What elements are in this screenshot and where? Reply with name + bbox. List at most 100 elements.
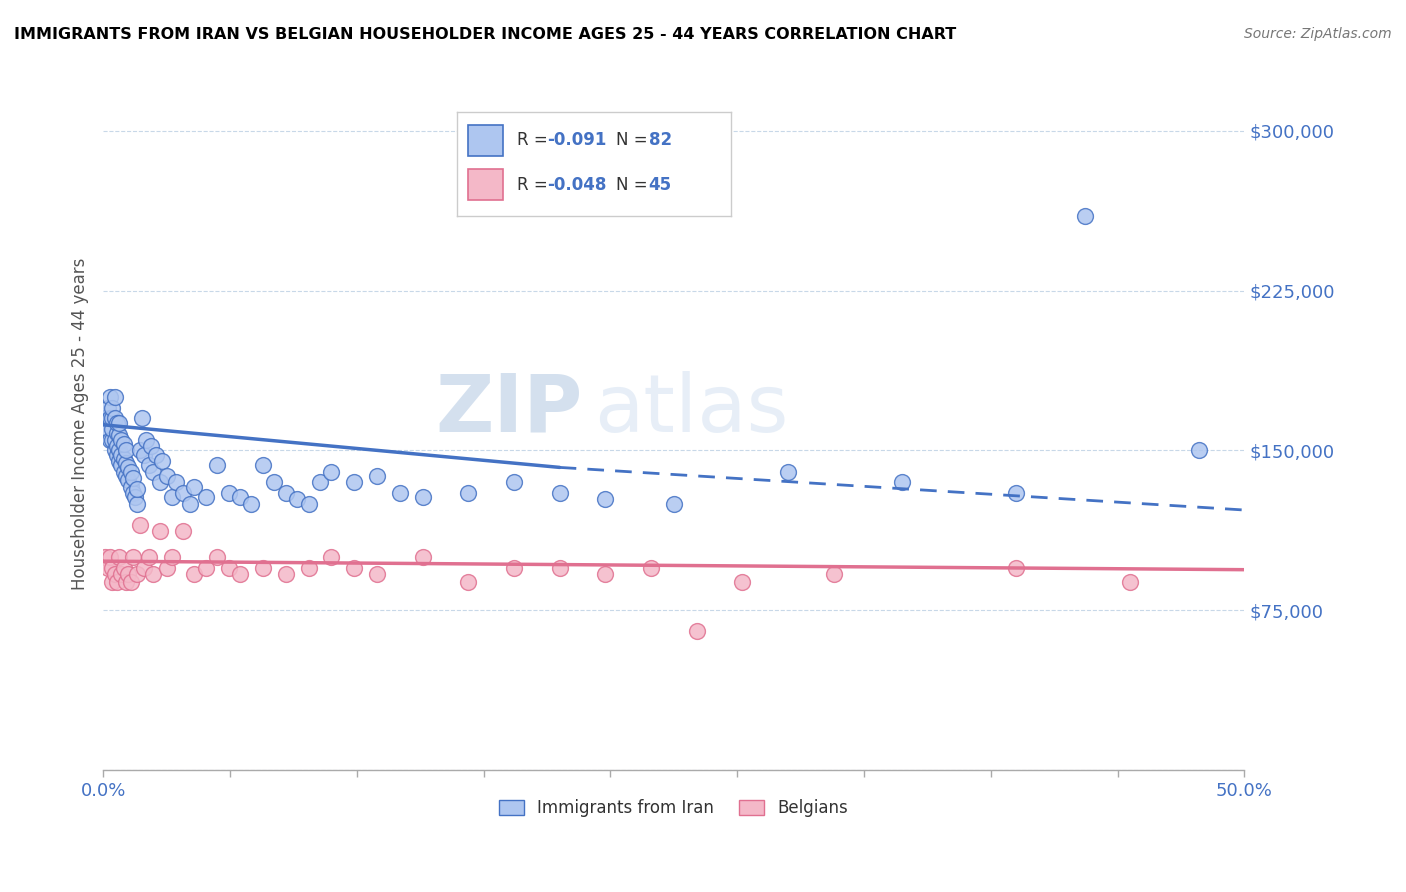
Point: [218, 560, 240, 574]
Point: [229, 566, 252, 581]
Point: [115, 575, 138, 590]
Point: [640, 560, 662, 574]
Point: [124, 490, 146, 504]
Y-axis label: Householder Income Ages 25 - 44 years: Householder Income Ages 25 - 44 years: [72, 258, 89, 590]
Point: [117, 460, 139, 475]
Point: [98, 549, 121, 564]
Point: [149, 524, 172, 539]
Point: [121, 486, 143, 500]
Point: [263, 475, 285, 490]
Point: [285, 492, 308, 507]
Point: [252, 458, 274, 473]
Point: [139, 439, 162, 453]
Point: [1188, 443, 1211, 458]
Point: [179, 497, 201, 511]
Point: [94, 549, 117, 564]
Point: [117, 566, 139, 581]
Point: [595, 492, 617, 507]
Point: [135, 433, 157, 447]
Point: [131, 411, 153, 425]
Point: [321, 549, 343, 564]
Point: [297, 560, 319, 574]
Point: [98, 411, 121, 425]
Legend: Immigrants from Iran, Belgians: Immigrants from Iran, Belgians: [492, 793, 855, 824]
Point: [595, 566, 617, 581]
Point: [240, 497, 263, 511]
Point: [156, 560, 179, 574]
Text: Source: ZipAtlas.com: Source: ZipAtlas.com: [1244, 27, 1392, 41]
Point: [101, 560, 124, 574]
Point: [321, 465, 343, 479]
Point: [105, 439, 128, 453]
Point: [1005, 486, 1028, 500]
Point: [142, 465, 165, 479]
Point: [207, 458, 229, 473]
Point: [152, 454, 174, 468]
Point: [457, 486, 479, 500]
Point: [110, 433, 132, 447]
Point: [145, 448, 167, 462]
Point: [343, 475, 366, 490]
Point: [98, 433, 121, 447]
Point: [297, 497, 319, 511]
Point: [548, 560, 571, 574]
Point: [108, 416, 131, 430]
Point: [127, 497, 149, 511]
Point: [343, 560, 366, 574]
Point: [252, 560, 274, 574]
Point: [823, 566, 845, 581]
Point: [120, 575, 142, 590]
Point: [108, 549, 131, 564]
Point: [388, 486, 411, 500]
Point: [183, 566, 205, 581]
Point: [457, 575, 479, 590]
Point: [108, 443, 131, 458]
Point: [309, 475, 332, 490]
Point: [134, 448, 156, 462]
Point: [121, 549, 143, 564]
Point: [128, 443, 150, 458]
Point: [194, 560, 217, 574]
Point: [172, 486, 194, 500]
Point: [101, 575, 124, 590]
Point: [138, 458, 160, 473]
Point: [105, 448, 128, 462]
Point: [110, 458, 132, 473]
Point: [105, 426, 128, 441]
Point: [165, 475, 187, 490]
Text: ZIP: ZIP: [436, 371, 582, 449]
Point: [110, 448, 132, 462]
Point: [183, 479, 205, 493]
Point: [112, 465, 135, 479]
Point: [207, 549, 229, 564]
Point: [160, 490, 183, 504]
Point: [103, 566, 125, 581]
Point: [412, 549, 434, 564]
Point: [108, 428, 131, 442]
Point: [412, 490, 434, 504]
Point: [103, 390, 125, 404]
Point: [891, 475, 914, 490]
Point: [110, 566, 132, 581]
Point: [548, 486, 571, 500]
Point: [105, 416, 128, 430]
Point: [1073, 209, 1095, 223]
Point: [103, 433, 125, 447]
Point: [685, 624, 707, 639]
Point: [274, 566, 297, 581]
Point: [138, 549, 160, 564]
Point: [115, 443, 138, 458]
Point: [503, 475, 526, 490]
Point: [98, 390, 121, 404]
Text: IMMIGRANTS FROM IRAN VS BELGIAN HOUSEHOLDER INCOME AGES 25 - 44 YEARS CORRELATIO: IMMIGRANTS FROM IRAN VS BELGIAN HOUSEHOL…: [14, 27, 956, 42]
Point: [1005, 560, 1028, 574]
Point: [194, 490, 217, 504]
Point: [105, 575, 128, 590]
Point: [101, 411, 124, 425]
Point: [503, 560, 526, 574]
Point: [97, 560, 120, 574]
Point: [127, 482, 149, 496]
Point: [101, 422, 124, 436]
Point: [94, 411, 117, 425]
Point: [112, 560, 135, 574]
